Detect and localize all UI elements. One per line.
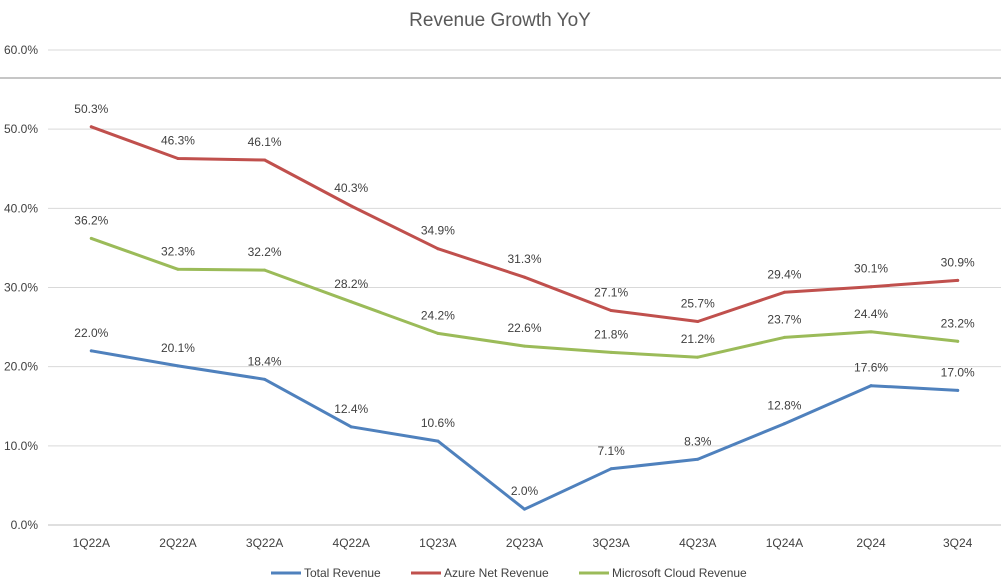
y-tick-label: 40.0%	[4, 201, 38, 215]
data-point	[436, 247, 440, 251]
x-tick-label: 2Q24	[856, 536, 886, 550]
legend: Total Revenue Azure Net Revenue Microsoft …	[271, 566, 747, 580]
data-point	[869, 285, 873, 289]
data-label: 32.2%	[248, 245, 282, 259]
x-tick-label: 4Q23A	[679, 536, 716, 550]
x-tick-label: 2Q23A	[506, 536, 543, 550]
data-point	[436, 331, 440, 335]
data-point	[956, 388, 960, 392]
data-point	[523, 507, 526, 511]
data-point	[349, 204, 353, 208]
data-point	[696, 320, 700, 324]
data-point	[89, 349, 93, 353]
data-point	[782, 422, 786, 426]
series-line-1	[89, 125, 960, 323]
data-label: 10.6%	[421, 416, 455, 430]
y-tick-label: 20.0%	[4, 360, 38, 374]
data-point	[89, 236, 93, 240]
data-label: 7.1%	[597, 444, 625, 458]
data-label: 25.7%	[681, 297, 715, 311]
x-tick-label: 1Q22A	[73, 536, 110, 550]
data-point	[956, 339, 960, 343]
legend-label: Azure Net Revenue	[444, 566, 549, 580]
data-point	[609, 308, 613, 312]
x-tick-label: 2Q22A	[159, 536, 196, 550]
data-label: 17.0%	[941, 365, 975, 379]
x-tick-label: 3Q22A	[246, 536, 283, 550]
data-label: 24.4%	[854, 307, 888, 321]
data-point	[523, 275, 526, 279]
y-tick-label: 0.0%	[11, 518, 39, 532]
data-label: 20.1%	[161, 341, 195, 355]
data-point	[263, 268, 267, 272]
data-labels: 22.0% 20.1% 18.4% 12.4% 10.6% 2.0% 7.1% 8.3% 12.…	[74, 102, 975, 498]
data-label: 29.4%	[767, 267, 801, 281]
legend-label: Total Revenue	[304, 566, 381, 580]
x-tick-label: 3Q23A	[592, 536, 629, 550]
chart-title: Revenue Growth YoY	[409, 10, 591, 31]
data-label: 24.2%	[421, 308, 455, 322]
x-tick-label: 4Q22A	[333, 536, 370, 550]
data-point	[782, 335, 786, 339]
data-point	[89, 125, 93, 129]
data-label: 18.4%	[248, 354, 282, 368]
data-label: 23.2%	[941, 316, 975, 330]
data-point	[349, 425, 353, 429]
axes: 0.0% 10.0% 20.0% 30.0% 40.0% 50.0% 60.0% 1Q22A 2…	[4, 43, 973, 550]
y-tick-label: 10.0%	[4, 439, 38, 453]
data-point	[696, 355, 700, 359]
data-label: 27.1%	[594, 285, 628, 299]
data-label: 46.1%	[248, 135, 282, 149]
data-label: 22.6%	[507, 321, 541, 335]
data-label: 36.2%	[74, 213, 108, 227]
data-point	[263, 158, 267, 162]
data-point	[609, 467, 613, 471]
data-label: 21.2%	[681, 332, 715, 346]
data-label: 40.3%	[334, 181, 368, 195]
data-label: 31.3%	[507, 252, 541, 266]
data-point	[869, 384, 873, 388]
x-tick-label: 1Q24A	[766, 536, 803, 550]
data-label: 32.3%	[161, 244, 195, 258]
data-point	[176, 364, 180, 368]
data-point	[176, 156, 180, 160]
legend-label: Microsoft Cloud Revenue	[612, 566, 747, 580]
data-point	[782, 290, 786, 294]
data-point	[523, 344, 526, 348]
data-label: 46.3%	[161, 133, 195, 147]
x-tick-label: 1Q23A	[419, 536, 456, 550]
data-point	[956, 278, 960, 282]
data-label: 30.9%	[941, 255, 975, 269]
y-tick-label: 50.0%	[4, 122, 38, 136]
data-label: 21.8%	[594, 327, 628, 341]
y-tick-label: 30.0%	[4, 281, 38, 295]
series-lines	[89, 125, 960, 511]
data-label: 17.6%	[854, 361, 888, 375]
x-tick-label: 3Q24	[943, 536, 973, 550]
data-label: 12.4%	[334, 402, 368, 416]
grid-lines	[0, 49, 1001, 526]
data-label: 12.8%	[767, 399, 801, 413]
data-label: 30.1%	[854, 262, 888, 276]
data-label: 28.2%	[334, 277, 368, 291]
data-point	[436, 439, 440, 443]
data-point	[263, 377, 267, 381]
data-point	[609, 350, 613, 354]
data-point	[869, 330, 873, 334]
y-tick-label: 60.0%	[4, 43, 38, 57]
data-point	[696, 457, 700, 461]
data-label: 2.0%	[511, 484, 539, 498]
data-point	[349, 300, 353, 304]
data-label: 8.3%	[684, 434, 712, 448]
data-label: 23.7%	[767, 312, 801, 326]
data-point	[176, 267, 180, 271]
data-label: 22.0%	[74, 326, 108, 340]
data-label: 34.9%	[421, 224, 455, 238]
data-label: 50.3%	[74, 102, 108, 116]
